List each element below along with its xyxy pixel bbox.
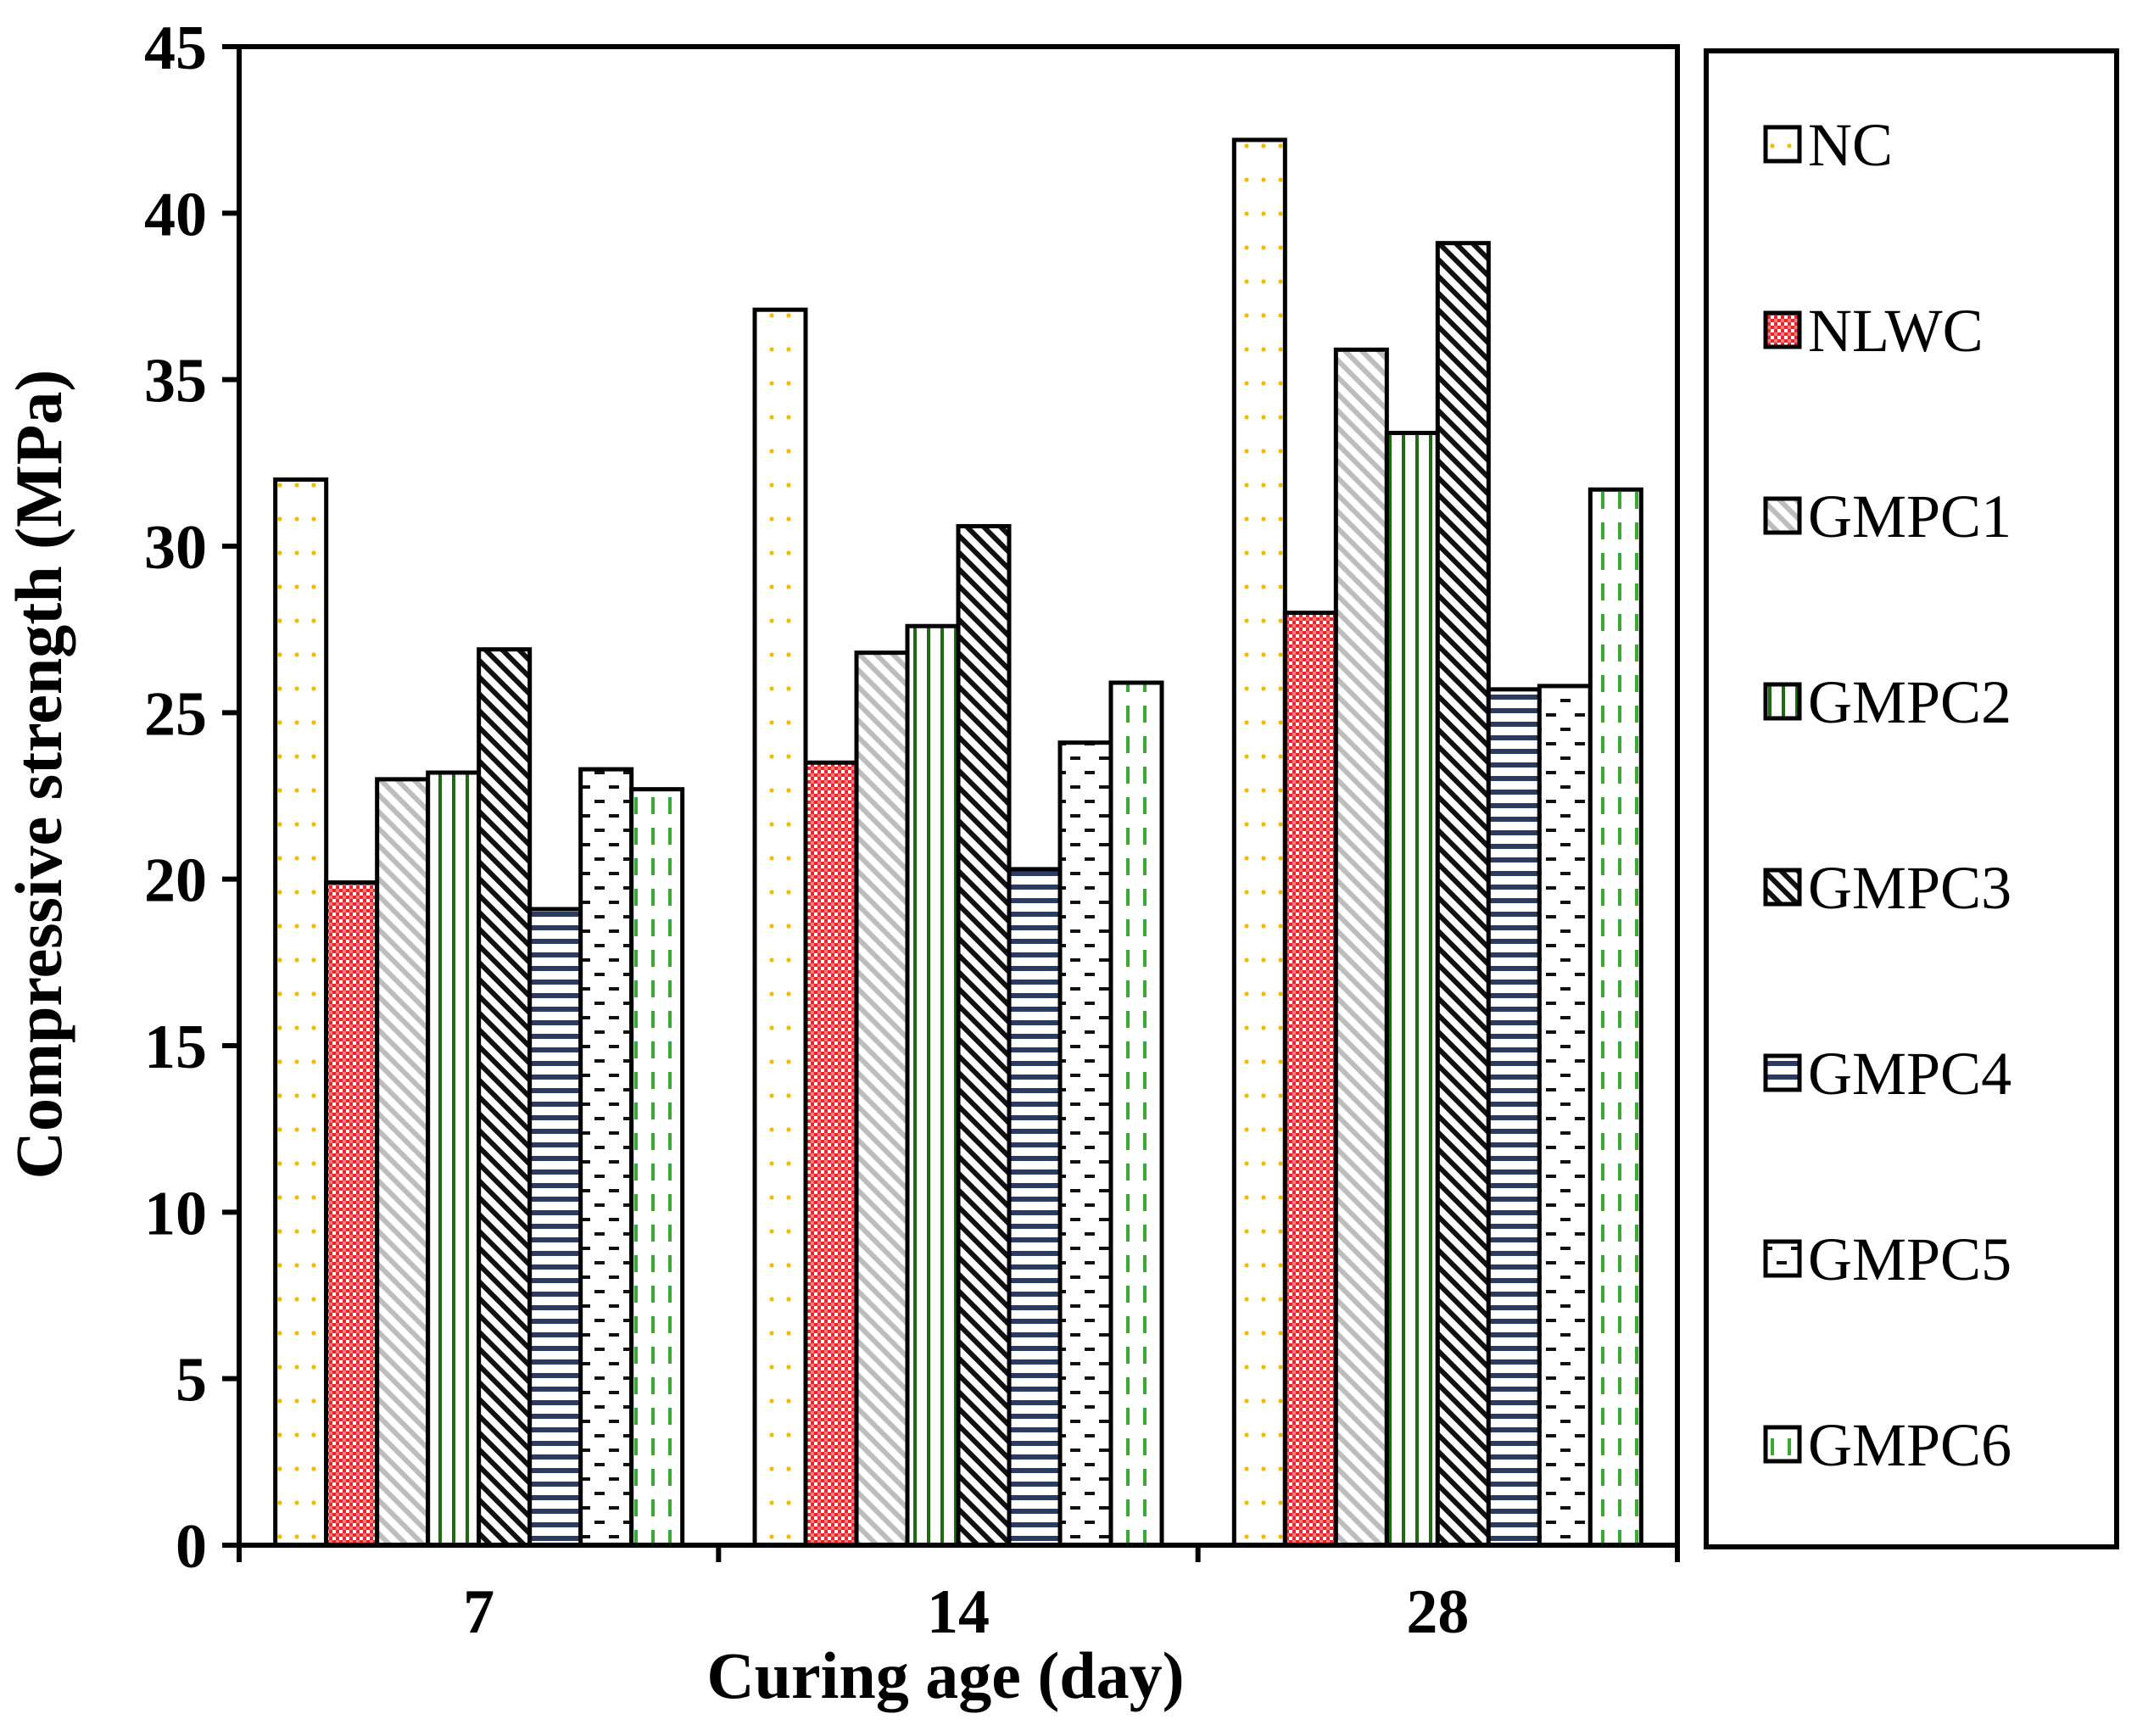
y-tick-label: 40: [144, 180, 207, 249]
legend-swatch-gmpc1: [1763, 496, 1802, 535]
legend-label-gmpc5: GMPC5: [1808, 1225, 2011, 1293]
bar-nlwc-14: [803, 760, 859, 1548]
legend-swatch-gmpc5: [1763, 1239, 1802, 1278]
legend-label-gmpc4: GMPC4: [1808, 1040, 2011, 1108]
bar-gmpc2-28: [1384, 430, 1440, 1548]
bar-gmpc3-14: [956, 523, 1012, 1548]
bar-gmpc1-14: [854, 650, 910, 1548]
bar-gmpc1-28: [1333, 347, 1389, 1548]
bar-gmpc3-28: [1435, 241, 1491, 1548]
bar-nc-7: [273, 477, 329, 1548]
legend-swatch-gmpc3: [1763, 868, 1802, 907]
legend-swatch-gmpc4: [1763, 1053, 1802, 1092]
y-tick-label: 25: [144, 679, 207, 749]
bar-gmpc4-7: [527, 907, 583, 1548]
x-tick-label: 7: [463, 1577, 494, 1647]
y-tick-label: 5: [176, 1346, 207, 1415]
bars-group: [273, 137, 1643, 1548]
bar-gmpc5-28: [1537, 684, 1593, 1548]
y-tick-label: 45: [144, 14, 207, 83]
legend: NC NLWC GMPC1 GMPC2 GMPC3 GMPC4 GMPC5 GMPC6: [1704, 48, 2119, 1549]
y-tick-label: 20: [144, 846, 207, 916]
bar-nc-28: [1231, 137, 1287, 1548]
y-tick-label: 0: [176, 1512, 207, 1582]
bar-nlwc-7: [324, 880, 380, 1548]
legend-label-gmpc1: GMPC1: [1808, 483, 2011, 550]
bar-gmpc5-14: [1057, 740, 1113, 1548]
y-tick-label: 15: [144, 1013, 207, 1082]
bar-gmpc6-28: [1587, 487, 1643, 1548]
legend-label-gmpc3: GMPC3: [1808, 854, 2011, 922]
legend-box: [1704, 48, 2119, 1549]
bar-nlwc-28: [1282, 611, 1338, 1548]
legend-swatch-nc: [1763, 125, 1802, 164]
legend-label-gmpc2: GMPC2: [1808, 668, 2011, 736]
legend-swatch-gmpc2: [1763, 682, 1802, 721]
bar-gmpc6-7: [629, 787, 685, 1548]
x-tick-label: 28: [1406, 1577, 1469, 1647]
bar-gmpc2-7: [426, 770, 482, 1548]
legend-label-nlwc: NLWC: [1808, 297, 1984, 365]
x-tick-label: 14: [927, 1577, 990, 1647]
y-tick-label: 10: [144, 1179, 207, 1248]
bar-gmpc5-7: [578, 767, 634, 1548]
y-tick-label: 35: [144, 347, 207, 416]
y-axis-title: Compressive strength (MPa): [2, 370, 75, 1180]
y-tick-label: 30: [144, 513, 207, 583]
legend-label-nc: NC: [1808, 111, 1893, 179]
bar-gmpc4-28: [1486, 687, 1542, 1548]
legend-label-gmpc6: GMPC6: [1808, 1411, 2011, 1479]
bar-gmpc2-14: [905, 623, 961, 1548]
x-tick-labels: 7 14 28: [463, 1577, 1469, 1647]
bar-gmpc3-7: [477, 647, 533, 1548]
bar-gmpc6-14: [1108, 680, 1164, 1548]
bar-gmpc1-7: [375, 777, 431, 1548]
legend-swatch-nlwc: [1763, 310, 1802, 349]
bar-nc-14: [752, 307, 808, 1548]
axes-group: [222, 44, 1680, 1562]
x-axis-title: Curing age (day): [706, 1638, 1184, 1712]
bar-gmpc4-14: [1007, 867, 1063, 1548]
legend-swatch-gmpc6: [1763, 1425, 1802, 1464]
y-tick-labels: 0 5 10 15 20 25 30 35 40 45: [144, 14, 207, 1582]
